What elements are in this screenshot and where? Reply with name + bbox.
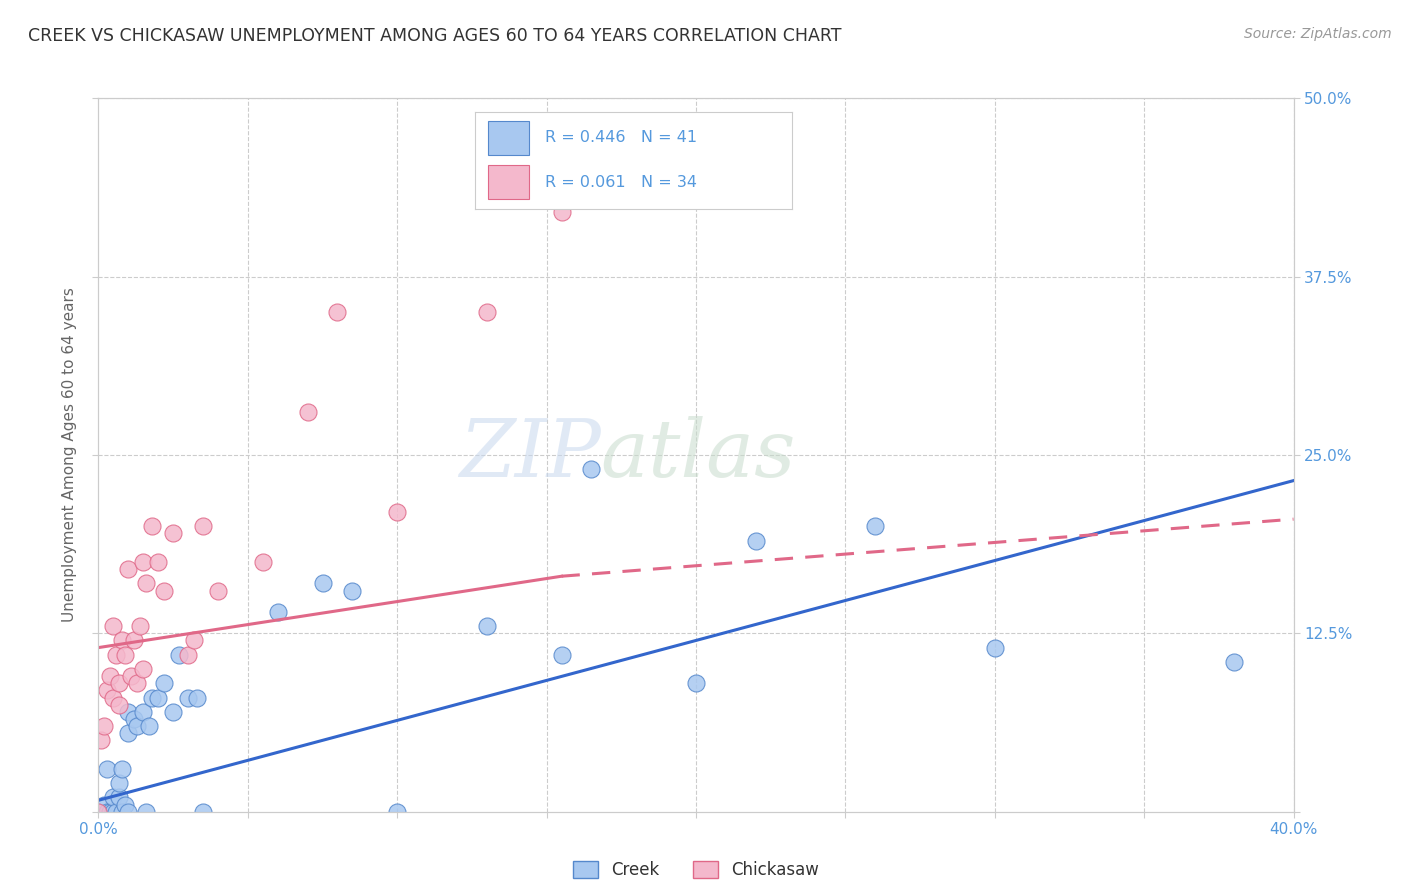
Point: [111, 633, 134, 648]
Text: CREEK VS CHICKASAW UNEMPLOYMENT AMONG AGES 60 TO 64 YEARS CORRELATION CHART: CREEK VS CHICKASAW UNEMPLOYMENT AMONG AG…: [28, 27, 842, 45]
Point: [103, 690, 125, 705]
Point: [984, 640, 1007, 655]
Point: [167, 648, 190, 662]
Point: [745, 533, 768, 548]
Point: [108, 676, 131, 690]
Point: [183, 633, 205, 648]
Point: [162, 705, 184, 719]
Point: [117, 562, 139, 576]
Point: [550, 205, 572, 219]
Point: [96, 762, 118, 776]
Point: [326, 305, 349, 319]
Point: [117, 705, 139, 719]
Point: [342, 583, 364, 598]
Point: [865, 519, 887, 533]
Point: [311, 576, 333, 591]
Point: [117, 805, 139, 819]
Point: [108, 776, 131, 790]
Point: [207, 583, 229, 598]
Point: [127, 719, 149, 733]
Point: [550, 648, 572, 662]
Point: [93, 797, 115, 812]
Point: [191, 805, 214, 819]
Point: [138, 719, 160, 733]
Point: [129, 619, 152, 633]
Point: [475, 305, 498, 319]
Point: [124, 712, 146, 726]
Y-axis label: Unemployment Among Ages 60 to 64 years: Unemployment Among Ages 60 to 64 years: [62, 287, 77, 623]
Point: [141, 519, 163, 533]
Point: [297, 405, 319, 419]
Point: [111, 805, 134, 819]
Point: [90, 733, 112, 747]
Point: [385, 805, 409, 819]
Point: [111, 762, 134, 776]
Point: [120, 669, 142, 683]
Point: [87, 805, 110, 819]
Point: [191, 519, 214, 533]
Point: [267, 605, 290, 619]
Text: Source: ZipAtlas.com: Source: ZipAtlas.com: [1244, 27, 1392, 41]
Point: [186, 690, 208, 705]
Point: [581, 462, 603, 476]
Point: [148, 690, 170, 705]
Point: [177, 648, 200, 662]
Point: [385, 505, 409, 519]
Point: [162, 526, 184, 541]
Point: [105, 805, 128, 819]
Point: [685, 676, 707, 690]
Point: [103, 805, 125, 819]
Point: [252, 555, 274, 569]
Point: [148, 555, 170, 569]
Point: [114, 797, 136, 812]
Point: [124, 633, 146, 648]
Point: [153, 583, 176, 598]
Point: [132, 705, 155, 719]
Point: [141, 690, 163, 705]
Point: [135, 805, 157, 819]
Point: [153, 676, 176, 690]
Point: [114, 648, 136, 662]
Point: [93, 719, 115, 733]
Point: [132, 662, 155, 676]
Point: [87, 805, 110, 819]
Text: ZIP: ZIP: [458, 417, 600, 493]
Point: [1223, 655, 1246, 669]
Point: [132, 555, 155, 569]
Text: atlas: atlas: [600, 417, 796, 493]
Point: [475, 619, 498, 633]
Point: [96, 683, 118, 698]
Point: [135, 576, 157, 591]
Legend: Creek, Chickasaw: Creek, Chickasaw: [567, 854, 825, 886]
Point: [108, 698, 131, 712]
Point: [96, 805, 118, 819]
Point: [105, 648, 128, 662]
Point: [100, 805, 122, 819]
Point: [117, 726, 139, 740]
Point: [177, 690, 200, 705]
Point: [108, 790, 131, 805]
Point: [103, 790, 125, 805]
Point: [127, 676, 149, 690]
Point: [100, 669, 122, 683]
Point: [103, 619, 125, 633]
